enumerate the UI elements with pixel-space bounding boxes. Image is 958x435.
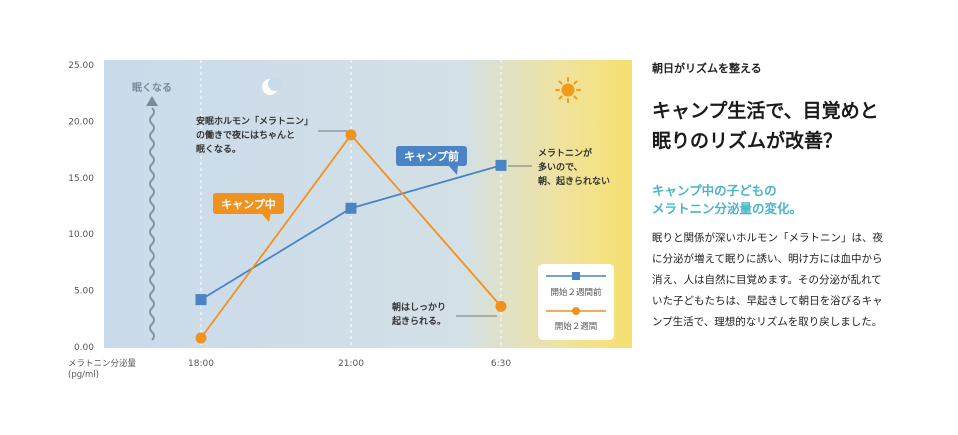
data-point-during (495, 300, 507, 312)
series-group (195, 129, 507, 344)
body-text: 眠りと関係が深いホルモン「メラトニン」は、夜に分泌が増えて眠りに誘い、明け方には… (652, 232, 883, 328)
y-tick-label: 25.00 (68, 61, 94, 71)
subhead: キャンプ中の子どもの メラトニン分泌量の変化。 (652, 183, 803, 216)
data-point-during (195, 332, 207, 344)
legend-square-icon (572, 272, 580, 280)
data-point-during (345, 129, 357, 141)
y-axis-label-line-2: (pg/ml) (68, 370, 99, 380)
sleepy-indicator: 眠くなる (132, 82, 172, 341)
annotation-line: 朝はしっかり (392, 301, 446, 313)
legend-item-during: 開始２週間 (555, 321, 598, 332)
y-tick-label: 15.00 (68, 174, 94, 184)
headline: キャンプ生活で、目覚めと 眠りのリズムが改善？ (652, 100, 879, 152)
sun-icon (555, 77, 581, 103)
data-point-before (195, 294, 207, 306)
annotation-line: の働きで夜にはちゃんと (196, 129, 295, 141)
callout-camp-before: キャンプ前 (396, 146, 467, 175)
annotation-leaders (318, 130, 532, 317)
legend-circle-icon (572, 307, 580, 315)
wavy-line-icon (149, 107, 155, 341)
callout-camp-during-label: キャンプ中 (221, 197, 276, 211)
y-tick-label: 20.00 (68, 117, 94, 127)
x-tick-label: 21:00 (338, 359, 364, 369)
moon-icon (262, 77, 282, 95)
annotation-morning-during: 朝はしっかり起きられる。 (391, 301, 446, 327)
legend: 開始２週間前 開始２週間 (538, 264, 614, 340)
callout-camp-before-label: キャンプ前 (404, 149, 459, 163)
x-axis-ticks: 18:00 21:00 6:30 (188, 359, 511, 369)
data-point-before (345, 202, 357, 214)
sleepy-label: 眠くなる (132, 82, 172, 94)
annotation-line: 起きられる。 (391, 315, 446, 327)
y-tick-label: 10.00 (68, 230, 94, 240)
y-axis-ticks: 25.00 20.00 15.00 10.00 5.00 0.00 (68, 61, 94, 353)
kicker: 朝日がリズムを整える (652, 62, 762, 75)
annotation-night: 安眠ホルモン「メラトニン」の働きで夜にはちゃんと眠くなる。 (196, 115, 313, 155)
y-axis-label-line-1: メラトニン分泌量 (68, 358, 137, 369)
annotation-morning-before: メラトニンが多いので、朝、起きられない (538, 147, 610, 187)
legend-item-before: 開始２週間前 (550, 287, 602, 298)
side-panel: 朝日がリズムを整える キャンプ生活で、目覚めと 眠りのリズムが改善？ キャンプ中… (652, 60, 952, 333)
annotation-line: 朝、起きられない (538, 175, 610, 187)
annotation-line: 眠くなる。 (196, 144, 241, 155)
annotation-line: 安眠ホルモン「メラトニン」 (196, 115, 313, 127)
y-tick-label: 5.00 (74, 287, 94, 297)
y-axis-label: メラトニン分泌量 (pg/ml) (68, 358, 139, 380)
x-tick-label: 18:00 (188, 359, 214, 369)
data-point-before (495, 159, 507, 171)
y-tick-label: 0.00 (74, 343, 94, 353)
up-arrow-icon (146, 96, 158, 106)
x-tick-label: 6:30 (491, 359, 511, 369)
annotation-line: メラトニンが (538, 147, 593, 159)
callout-camp-during: キャンプ中 (213, 193, 284, 222)
annotation-line: 多いので、 (538, 161, 583, 173)
